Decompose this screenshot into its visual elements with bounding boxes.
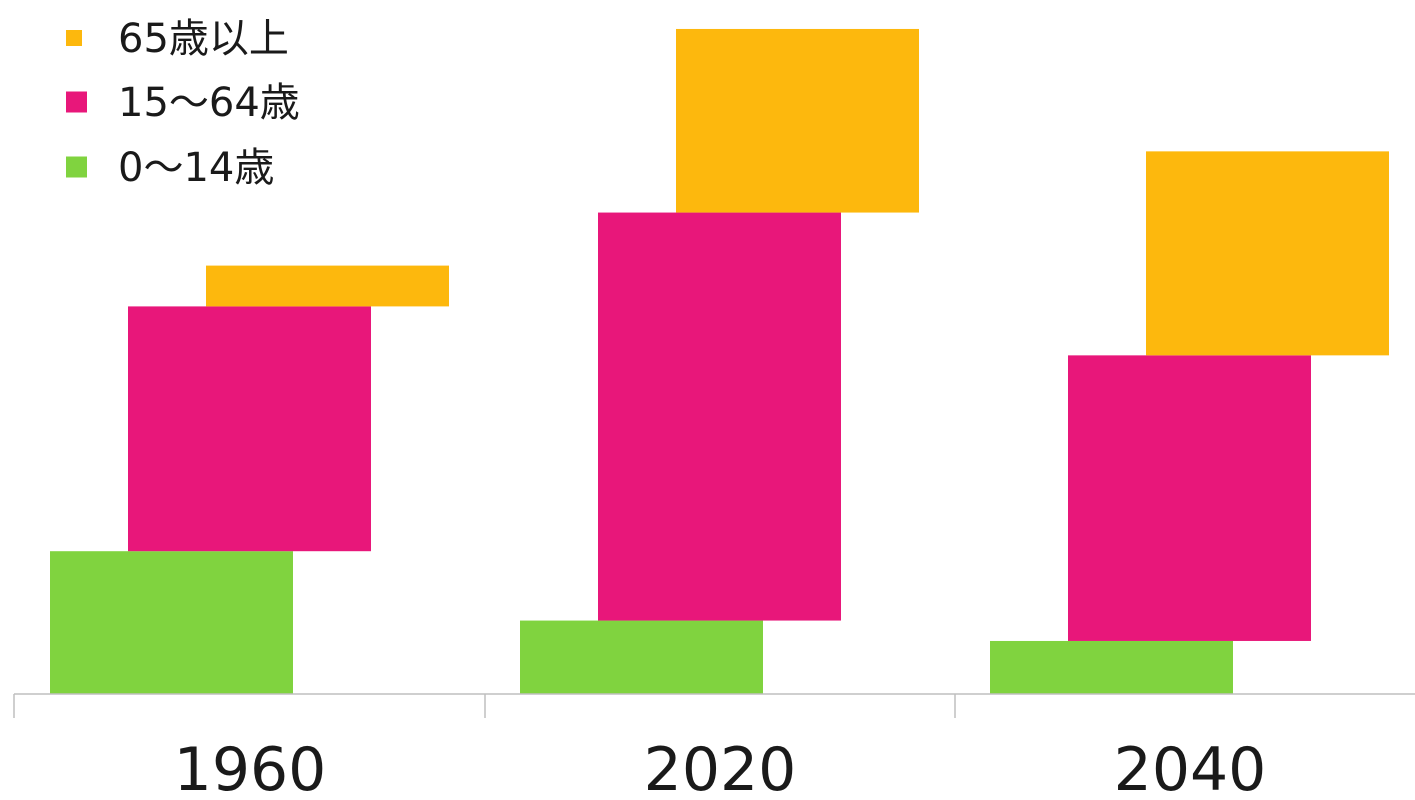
bar-1960-series-2 <box>128 306 371 552</box>
bar-2040-series-1 <box>990 640 1233 694</box>
bar-2020-series-2 <box>598 212 841 621</box>
bar-1960-series-1 <box>50 551 293 694</box>
x-tick-label-2040: 2040 <box>1114 735 1267 800</box>
x-axis-labels: 1960 2020 2040 <box>174 735 1267 800</box>
bar-1960-series-3 <box>206 265 449 307</box>
bar-2040-series-2 <box>1068 355 1311 641</box>
legend-swatch-2 <box>66 91 87 113</box>
legend-swatch-1 <box>66 30 82 46</box>
x-tick-label-2020: 2020 <box>644 735 797 800</box>
legend-label-3: 0〜14歳 <box>118 145 274 191</box>
x-axis <box>13 693 1415 718</box>
legend-label-1: 65歳以上 <box>118 16 289 62</box>
x-tick-label-1960: 1960 <box>174 735 327 800</box>
bar-2020-series-1 <box>520 620 763 694</box>
legend-swatch-3 <box>66 156 87 178</box>
bars-layer <box>50 28 1389 694</box>
bar-2020-series-3 <box>676 28 919 213</box>
bar-2040-series-3 <box>1146 151 1389 356</box>
legend-label-2: 15〜64歳 <box>118 80 300 126</box>
legend: 65歳以上 15〜64歳 0〜14歳 <box>66 16 300 191</box>
